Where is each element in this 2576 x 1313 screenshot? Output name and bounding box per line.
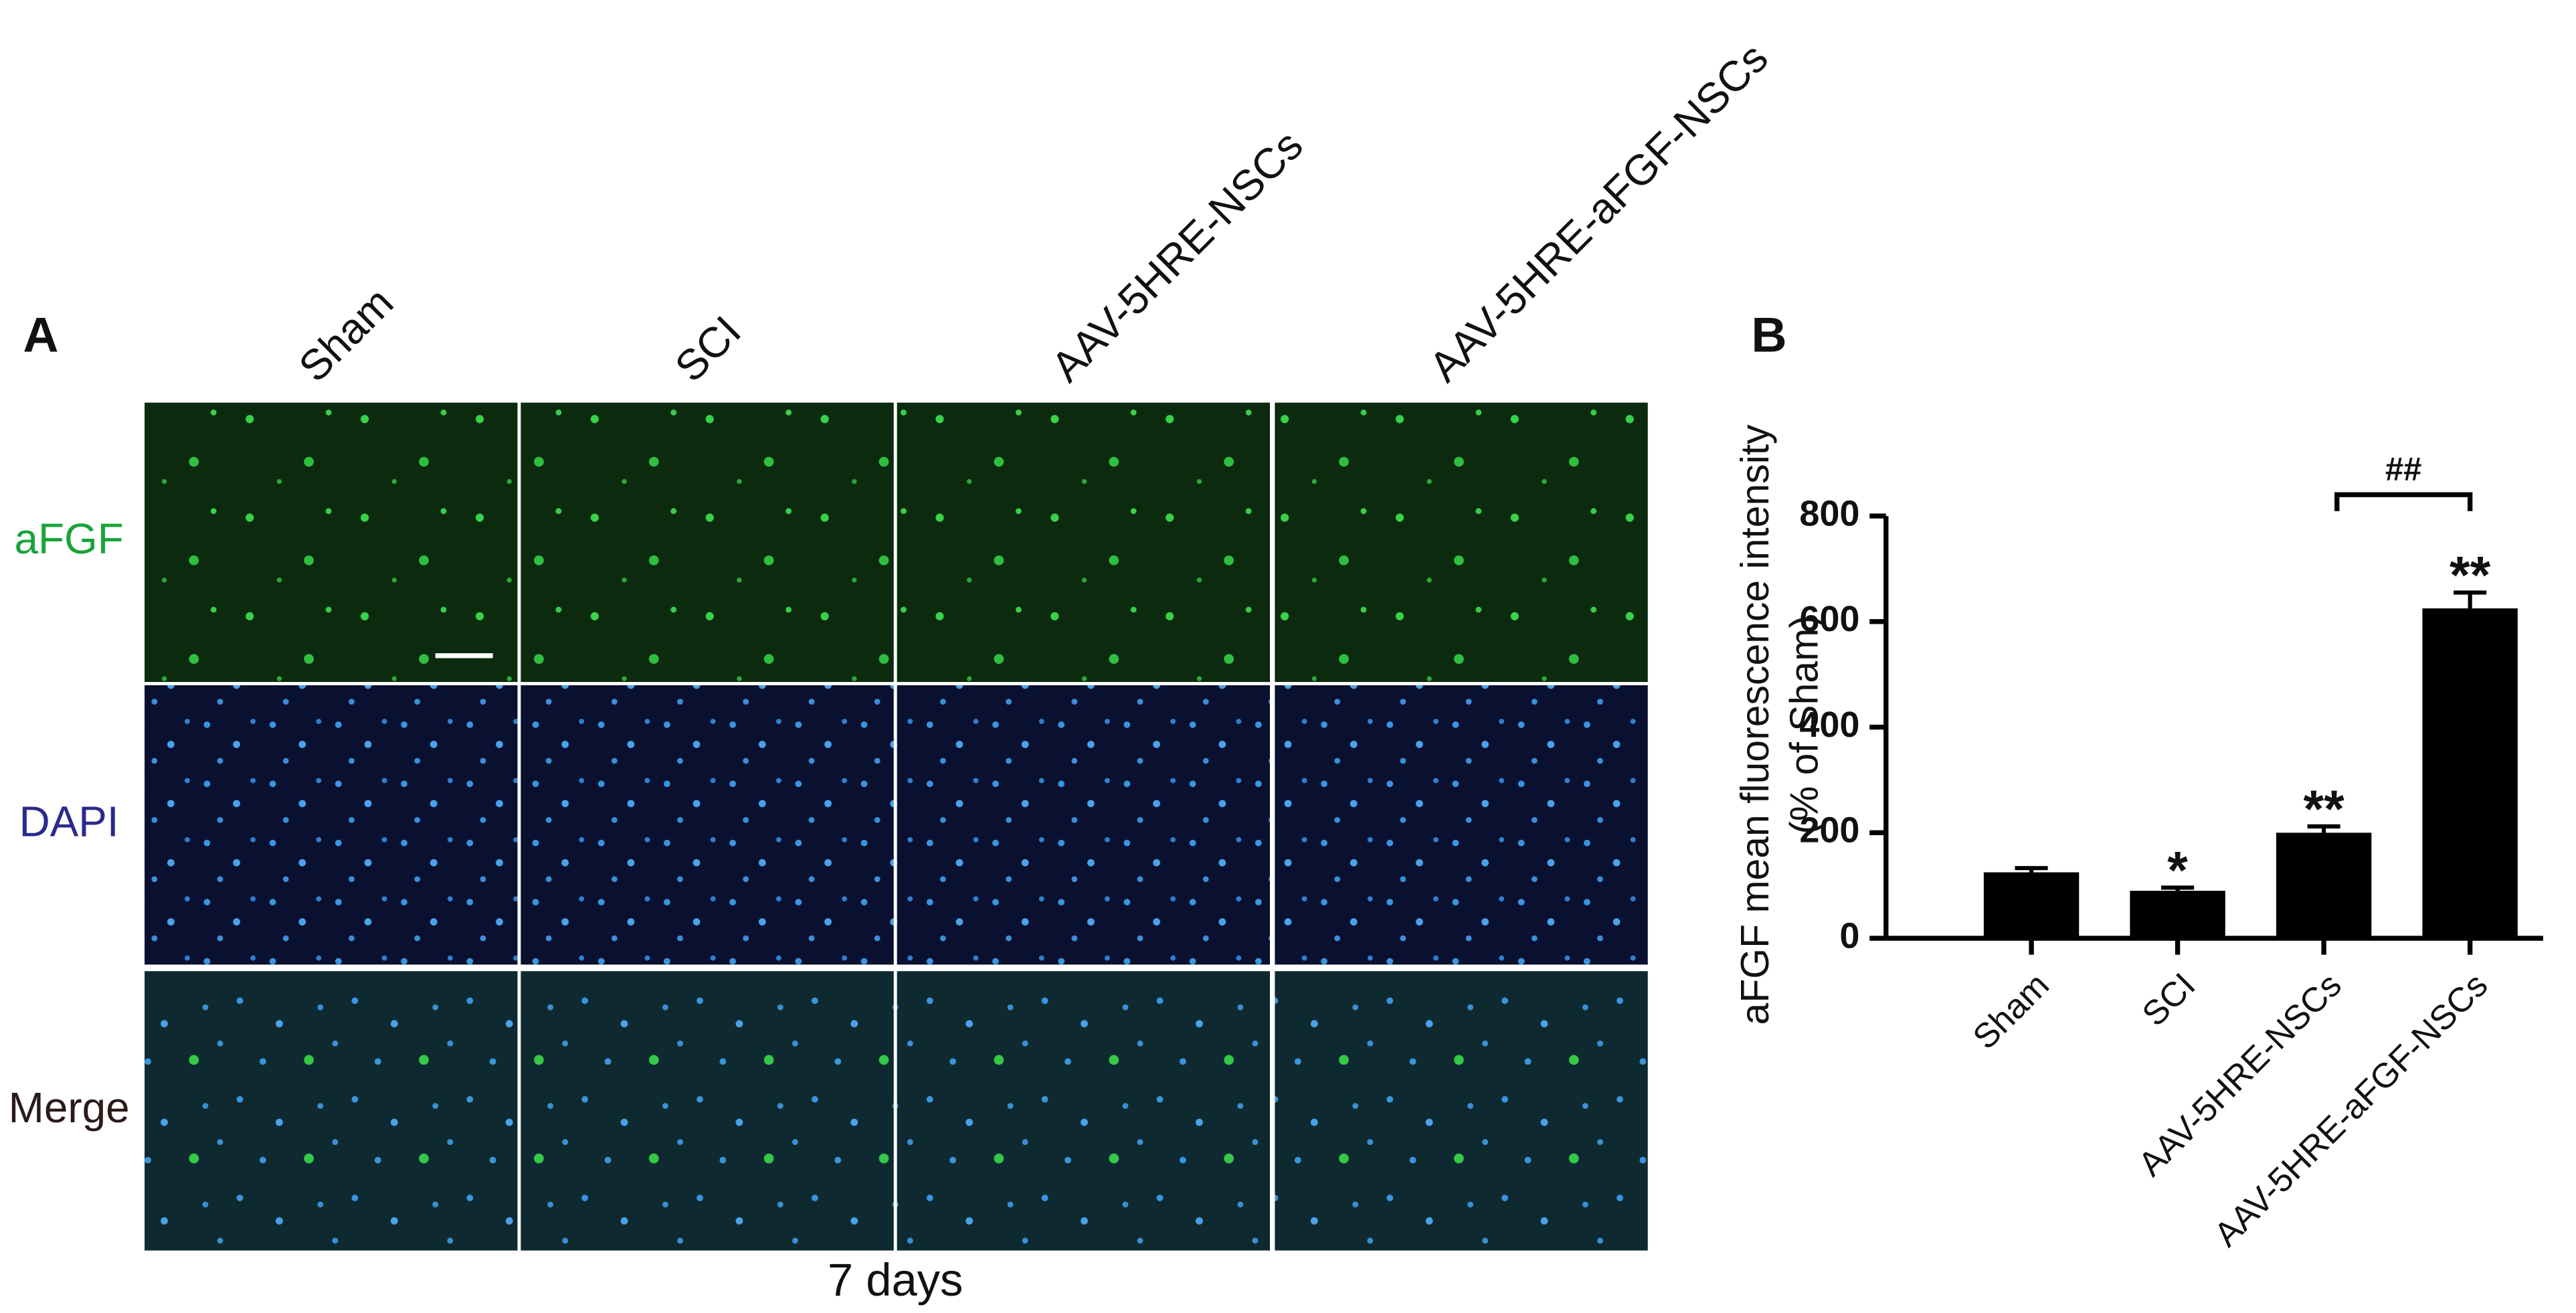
panel-label: A bbox=[23, 307, 58, 362]
bar bbox=[1983, 872, 2080, 939]
error-bar bbox=[2307, 824, 2340, 833]
column-label: SCI bbox=[666, 307, 750, 391]
error-bar bbox=[2161, 885, 2195, 891]
micrograph bbox=[1275, 971, 1648, 1251]
micrograph bbox=[897, 685, 1270, 965]
bar bbox=[2422, 608, 2518, 939]
error-bar bbox=[2454, 590, 2487, 609]
micrograph bbox=[521, 402, 894, 683]
x-tick-label: AAV-5HRE-aFGF-NSCs bbox=[2206, 965, 2494, 1253]
bar bbox=[2130, 891, 2225, 939]
micrograph bbox=[897, 402, 1270, 683]
column-label: Sham bbox=[290, 278, 403, 391]
micrograph bbox=[521, 685, 894, 965]
y-tick-label: 200 bbox=[1799, 810, 1859, 851]
micrograph bbox=[897, 971, 1270, 1251]
row-label: aFGF bbox=[15, 515, 124, 563]
column-label: AAV-5HRE-NSCs bbox=[1042, 120, 1312, 391]
significance: ** bbox=[2450, 546, 2491, 605]
x-tick-label: Sham bbox=[1965, 965, 2056, 1056]
significance: ** bbox=[2304, 780, 2345, 839]
y-tick-label: 0 bbox=[1839, 915, 1859, 956]
y-tick-label: 800 bbox=[1799, 493, 1859, 533]
micrograph bbox=[145, 402, 518, 683]
micrograph bbox=[145, 685, 518, 965]
row-label: Merge bbox=[9, 1083, 130, 1132]
x-tick-label: SCI bbox=[2134, 965, 2203, 1033]
y-tick-label: 600 bbox=[1799, 599, 1859, 639]
comparison-bracket bbox=[2334, 492, 2473, 511]
column-label: AAV-5HRE-aFGF-NSCs bbox=[1420, 33, 1777, 391]
micrograph bbox=[145, 971, 518, 1251]
y-axis-label: aFGF mean fluorescence intensity bbox=[1734, 424, 1777, 1025]
y-tick-label: 400 bbox=[1799, 705, 1859, 745]
y-axis-label: (% of Sham) bbox=[1782, 615, 1826, 834]
micrograph bbox=[1275, 685, 1648, 965]
error-bar bbox=[2015, 866, 2048, 873]
significance: * bbox=[2167, 841, 2188, 899]
row-label: DAPI bbox=[19, 798, 119, 846]
micrograph bbox=[521, 971, 894, 1251]
comparison-label: ## bbox=[2385, 452, 2422, 488]
bar bbox=[2276, 833, 2372, 939]
caption: 7 days bbox=[828, 1254, 963, 1306]
micrograph bbox=[1275, 402, 1648, 683]
panel-label: B bbox=[1751, 307, 1786, 362]
